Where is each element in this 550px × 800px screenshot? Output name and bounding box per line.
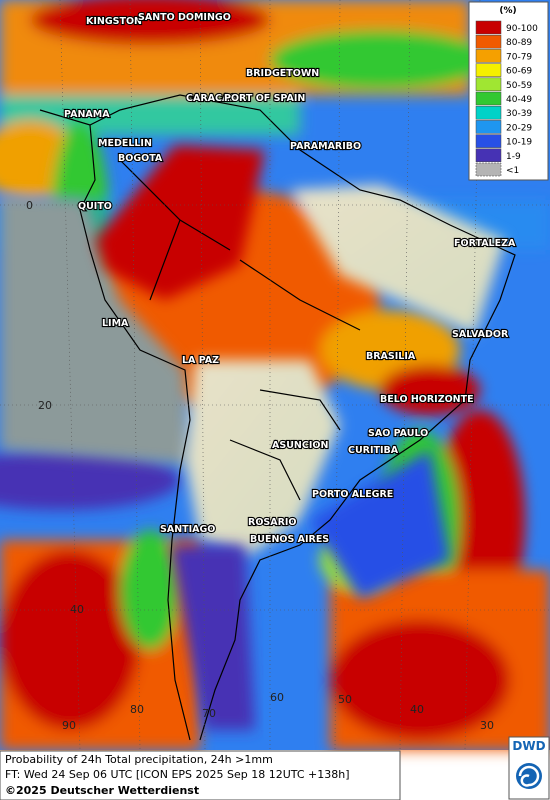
city-label: PANAMA	[64, 109, 110, 120]
city-label: QUITO	[78, 201, 112, 212]
city-label: BELO HORIZONTE	[380, 394, 474, 405]
city-label: CARACAS	[186, 93, 236, 104]
legend-label: 30-39	[506, 109, 532, 119]
legend-swatch	[475, 91, 502, 106]
legend-swatch	[475, 63, 502, 77]
legend-label: 80-89	[506, 38, 532, 48]
city-label: SAO PAULO	[368, 428, 428, 439]
logo-text: DWD	[512, 739, 545, 753]
graticule-label: 20	[38, 399, 52, 412]
graticule-label: 60	[270, 691, 284, 704]
graticule-label: 70	[202, 707, 216, 720]
legend-swatch	[475, 134, 502, 148]
legend-label: 90-100	[506, 24, 538, 34]
city-label: MEDELLIN	[98, 138, 152, 149]
legend-swatch	[475, 34, 502, 49]
legend-swatch	[475, 105, 502, 120]
footer-title: Probability of 24h Total precipitation, …	[5, 753, 273, 766]
city-label: BOGOTA	[118, 153, 163, 164]
legend-label: 10-19	[506, 138, 532, 148]
legend-swatch	[475, 120, 502, 134]
legend-title: (%)	[499, 6, 516, 16]
footer-forecast: FT: Wed 24 Sep 06 UTC [ICON EPS 2025 Sep…	[5, 768, 350, 781]
legend-items: 90-100 80-89 70-79 60-69 50-59 40-49 30-39 20-2…	[475, 20, 538, 177]
legend-label: 50-59	[506, 81, 532, 91]
city-label: LIMA	[102, 318, 129, 329]
graticule-label: 50	[338, 693, 352, 706]
legend-swatch	[475, 148, 502, 163]
legend-swatch	[475, 77, 502, 92]
legend-label: 70-79	[506, 52, 532, 62]
city-label: ASUNCION	[272, 440, 328, 451]
city-label: BRIDGETOWN	[246, 68, 319, 79]
logo: DWD	[508, 736, 550, 800]
legend-swatch	[475, 162, 502, 177]
legend: (%) 90-100 80-89 70-79 60-69 50-59 40-49 30-39…	[468, 1, 549, 181]
city-label: SALVADOR	[452, 329, 509, 340]
legend-label: 60-69	[506, 67, 532, 77]
city-label: BUENOS AIRES	[250, 534, 329, 545]
city-label: KINGSTON	[86, 16, 142, 27]
city-label: PORTO ALEGRE	[312, 489, 393, 500]
city-label: PARAMARIBO	[290, 141, 361, 152]
graticule-label: 40	[70, 603, 84, 616]
city-label: FORTALEZA	[454, 238, 516, 249]
city-label: SANTO DOMINGO	[138, 12, 231, 23]
city-label: PORT OF SPAIN	[224, 93, 305, 104]
city-label: LA PAZ	[182, 355, 219, 366]
legend-label: 20-29	[506, 123, 532, 133]
footer: Probability of 24h Total precipitation, …	[0, 750, 401, 800]
legend-swatch	[475, 20, 502, 35]
coastlines	[39, 94, 516, 741]
city-label: ROSARIO	[248, 517, 297, 528]
graticule-label: 80	[130, 703, 144, 716]
city-label: BRASILIA	[366, 351, 416, 362]
graticule-label: 30	[480, 719, 494, 732]
graticule-label: 90	[62, 719, 76, 732]
legend-swatch	[475, 49, 502, 63]
legend-label: <1	[506, 166, 519, 176]
city-label: SANTIAGO	[160, 524, 215, 535]
graticule-label: 40	[410, 703, 424, 716]
city-label: CURITIBA	[348, 445, 399, 456]
footer-copyright: ©2025 Deutscher Wetterdienst	[5, 784, 199, 797]
legend-label: 1-9	[506, 152, 521, 162]
graticule-label: 0	[26, 199, 33, 212]
legend-label: 40-49	[506, 95, 532, 105]
